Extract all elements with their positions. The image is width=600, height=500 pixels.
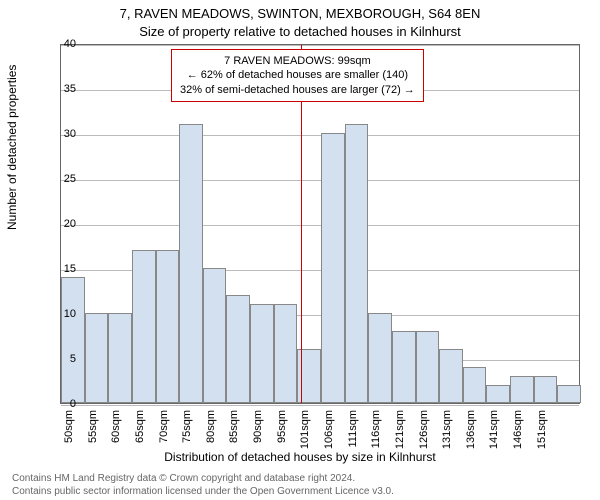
x-tick-label: 101sqm [299,410,311,450]
chart-container: 7, RAVEN MEADOWS, SWINTON, MEXBOROUGH, S… [0,0,600,500]
x-tick-label: 85sqm [228,410,240,450]
annotation-line: 32% of semi-detached houses are larger (… [180,83,415,97]
x-tick-label: 60sqm [110,410,122,450]
x-tick-label: 131sqm [441,410,453,450]
x-tick-label: 65sqm [134,410,146,450]
histogram-bar [416,331,440,403]
x-tick-label: 111sqm [347,410,359,450]
x-tick-label: 126sqm [418,410,430,450]
annotation-line: 7 RAVEN MEADOWS: 99sqm [180,54,415,68]
histogram-bar [179,124,203,403]
histogram-bar [321,133,345,403]
footer-copyright: Contains HM Land Registry data © Crown c… [12,473,355,484]
histogram-bar [392,331,416,403]
gridline [61,405,579,406]
histogram-bar [557,385,581,403]
x-tick-label: 141sqm [488,410,500,450]
gridline [61,225,579,226]
x-tick-label: 146sqm [512,410,524,450]
x-tick-label: 95sqm [276,410,288,450]
y-tick-label: 20 [46,218,76,230]
annotation-box: 7 RAVEN MEADOWS: 99sqm← 62% of detached … [171,49,424,102]
chart-subtitle: Size of property relative to detached ho… [0,24,600,39]
y-tick-label: 30 [46,128,76,140]
histogram-bar [439,349,463,403]
histogram-bar [510,376,534,403]
histogram-bar [61,277,85,403]
x-tick-label: 70sqm [158,410,170,450]
histogram-bar [250,304,274,403]
histogram-bar [156,250,180,403]
histogram-bar [203,268,227,403]
histogram-bar [486,385,510,403]
y-tick-label: 10 [46,308,76,320]
y-tick-label: 5 [46,353,76,365]
histogram-bar [345,124,369,403]
x-tick-label: 80sqm [205,410,217,450]
histogram-bar [274,304,298,403]
gridline [61,45,579,46]
x-tick-label: 90sqm [252,410,264,450]
y-tick-label: 0 [46,398,76,410]
footer-licence: Contains public sector information licen… [12,486,394,497]
y-tick-label: 15 [46,263,76,275]
histogram-bar [85,313,109,403]
x-tick-label: 121sqm [394,410,406,450]
histogram-bar [368,313,392,403]
gridline [61,135,579,136]
y-tick-label: 35 [46,83,76,95]
x-tick-label: 55sqm [87,410,99,450]
x-tick-label: 151sqm [536,410,548,450]
x-tick-label: 136sqm [465,410,477,450]
x-tick-label: 106sqm [323,410,335,450]
histogram-bar [132,250,156,403]
histogram-bar [463,367,487,403]
x-axis-label: Distribution of detached houses by size … [0,450,600,464]
histogram-bar [226,295,250,403]
histogram-bar [534,376,558,403]
gridline [61,180,579,181]
chart-title-address: 7, RAVEN MEADOWS, SWINTON, MEXBOROUGH, S… [0,6,600,21]
y-axis-label: Number of detached properties [5,65,19,230]
histogram-bar [108,313,132,403]
y-tick-label: 25 [46,173,76,185]
x-tick-label: 116sqm [370,410,382,450]
y-tick-label: 40 [46,38,76,50]
x-tick-label: 50sqm [63,410,75,450]
annotation-line: ← 62% of detached houses are smaller (14… [180,68,415,82]
x-tick-label: 75sqm [181,410,193,450]
plot-area: 7 RAVEN MEADOWS: 99sqm← 62% of detached … [60,44,580,404]
